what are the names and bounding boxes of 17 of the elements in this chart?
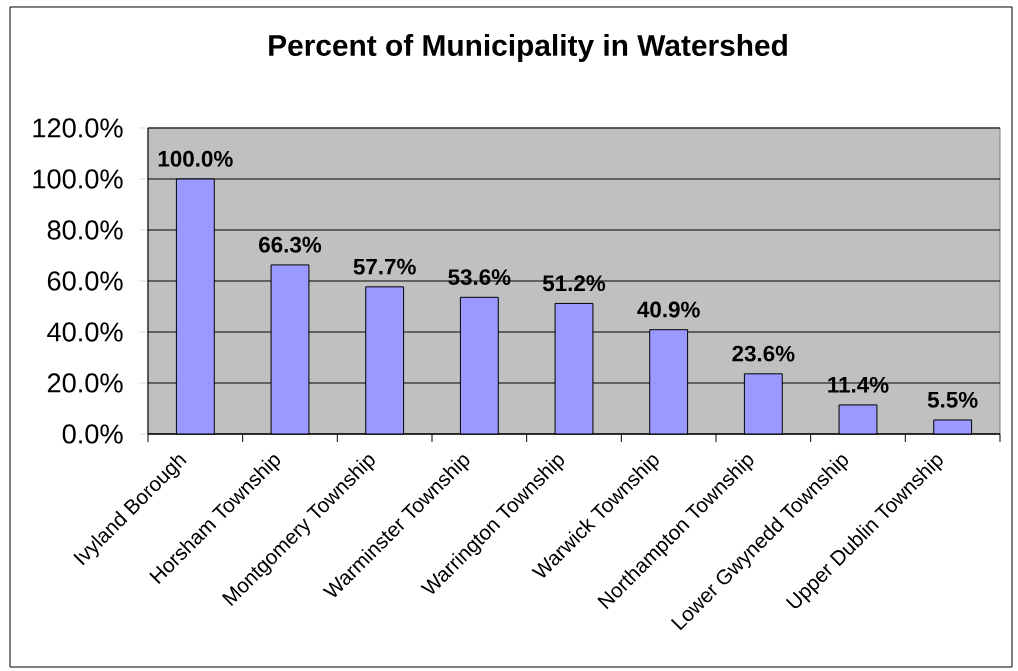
y-tick-label: 60.0% — [47, 271, 123, 291]
y-tick-label: 100.0% — [33, 169, 123, 189]
y-tick-label: 20.0% — [47, 373, 123, 393]
data-label: 51.2% — [542, 275, 606, 292]
data-label: 57.7% — [353, 258, 416, 275]
data-label: 23.6% — [732, 345, 795, 362]
data-label: 53.6% — [448, 269, 511, 286]
y-tick-label: 0.0% — [62, 424, 123, 444]
chart-title: Percent of Municipality in Watershed — [269, 34, 787, 62]
y-tick-label: 40.0% — [47, 322, 123, 342]
y-tick-label: 120.0% — [33, 118, 123, 138]
data-label: 40.9% — [637, 301, 700, 318]
data-label: 66.3% — [259, 236, 322, 253]
y-tick-label: 80.0% — [47, 220, 123, 240]
data-label: 11.4% — [828, 376, 889, 393]
data-label: 5.5% — [927, 391, 978, 408]
data-label: 100.0% — [158, 150, 233, 167]
